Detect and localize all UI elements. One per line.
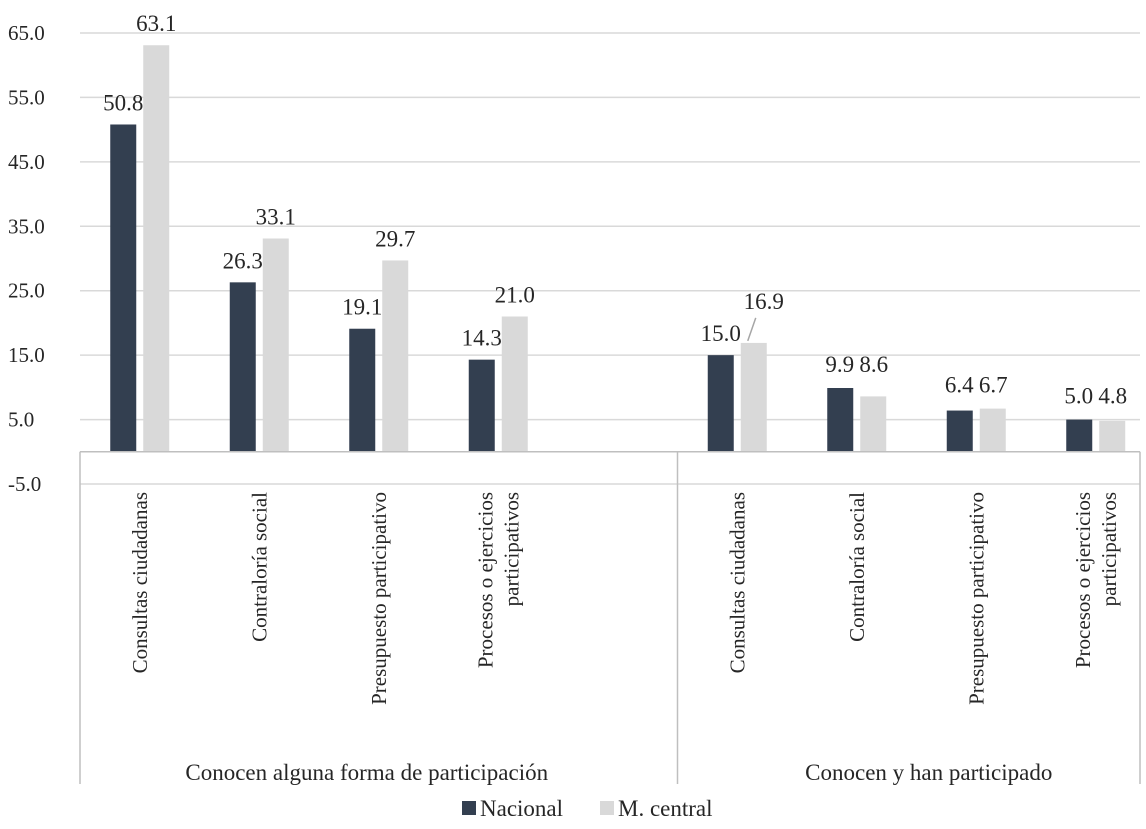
- y-tick-label: 35.0: [8, 214, 45, 238]
- category-label: Consultas ciudadanas: [725, 492, 749, 673]
- category-label: participativos: [499, 492, 523, 606]
- data-label: 50.8: [103, 90, 143, 115]
- bar-nacional-3: [468, 359, 495, 452]
- bar-m-central-0: [143, 45, 170, 452]
- group-label: Conocen alguna forma de participación: [185, 760, 548, 785]
- category-label: Contraloría social: [845, 492, 869, 642]
- data-label: 19.1: [342, 295, 382, 320]
- legend-label-nacional: Nacional: [480, 796, 563, 821]
- category-label: Presupuesto participativo: [367, 492, 391, 705]
- y-tick-label: 65.0: [8, 21, 45, 45]
- legend-swatch-m-central: [600, 801, 614, 815]
- y-axis-ticks: 65.0 55.0 45.0 35.0 25.0 15.0 5.0 -5.0: [8, 21, 45, 496]
- bar-m-central-3: [501, 316, 528, 452]
- category-label: Presupuesto participativo: [964, 492, 988, 705]
- bar-nacional-4: [707, 355, 734, 452]
- bar-nacional-2: [349, 328, 376, 452]
- category-label: Consultas ciudadanas: [128, 492, 152, 673]
- y-tick-label: 5.0: [8, 408, 34, 432]
- leader-line: [747, 317, 757, 342]
- data-label: 29.7: [375, 226, 415, 251]
- bar-nacional-7: [1066, 419, 1093, 452]
- data-label: 6.4: [945, 373, 974, 398]
- y-tick-label: -5.0: [8, 472, 41, 496]
- data-label: 15.0: [701, 321, 741, 346]
- legend-swatch-nacional: [462, 801, 476, 815]
- group-label: Conocen y han participado: [805, 760, 1052, 785]
- legend: Nacional M. central: [462, 796, 713, 821]
- bar-m-central-5: [860, 396, 887, 452]
- bar-nacional-0: [110, 124, 137, 452]
- data-label: 33.1: [256, 205, 296, 230]
- data-label: 5.0: [1064, 384, 1093, 409]
- bar-m-central-2: [382, 260, 409, 452]
- x-axis: [79, 451, 1141, 784]
- category-labels: Consultas ciudadanas Contraloría social Pr…: [128, 492, 1121, 785]
- bar-m-central-7: [1099, 420, 1126, 452]
- gridlines: [80, 32, 1140, 485]
- data-label: 4.8: [1098, 384, 1127, 409]
- bars: [110, 45, 1126, 452]
- category-label: Procesos o ejercicios: [1071, 492, 1095, 668]
- bar-nacional-1: [229, 282, 256, 452]
- bar-m-central-1: [262, 238, 289, 452]
- data-label: 21.0: [495, 282, 535, 307]
- y-tick-label: 45.0: [8, 150, 45, 174]
- data-labels: 50.8 26.3 19.1 14.3 15.0 9.9 6.4 5.0 63.1 33.1 29.…: [103, 11, 1127, 408]
- data-label: 9.9: [825, 352, 854, 377]
- legend-label-m-central: M. central: [618, 796, 713, 821]
- category-label: participativos: [1097, 492, 1121, 606]
- category-label: Contraloría social: [247, 492, 271, 642]
- category-label: Procesos o ejercicios: [473, 492, 497, 668]
- bar-m-central-6: [979, 408, 1006, 452]
- data-label: 63.1: [136, 11, 176, 36]
- data-label: 26.3: [223, 248, 263, 273]
- bar-nacional-5: [827, 388, 854, 452]
- bar-m-central-4: [740, 342, 767, 452]
- data-label: 6.7: [979, 373, 1008, 398]
- data-label: 14.3: [462, 326, 502, 351]
- y-tick-label: 55.0: [8, 85, 45, 109]
- y-tick-label: 25.0: [8, 279, 45, 303]
- bar-nacional-6: [946, 410, 973, 452]
- data-label: 8.6: [859, 352, 888, 377]
- y-tick-label: 15.0: [8, 343, 45, 367]
- data-label: 16.9: [744, 289, 784, 314]
